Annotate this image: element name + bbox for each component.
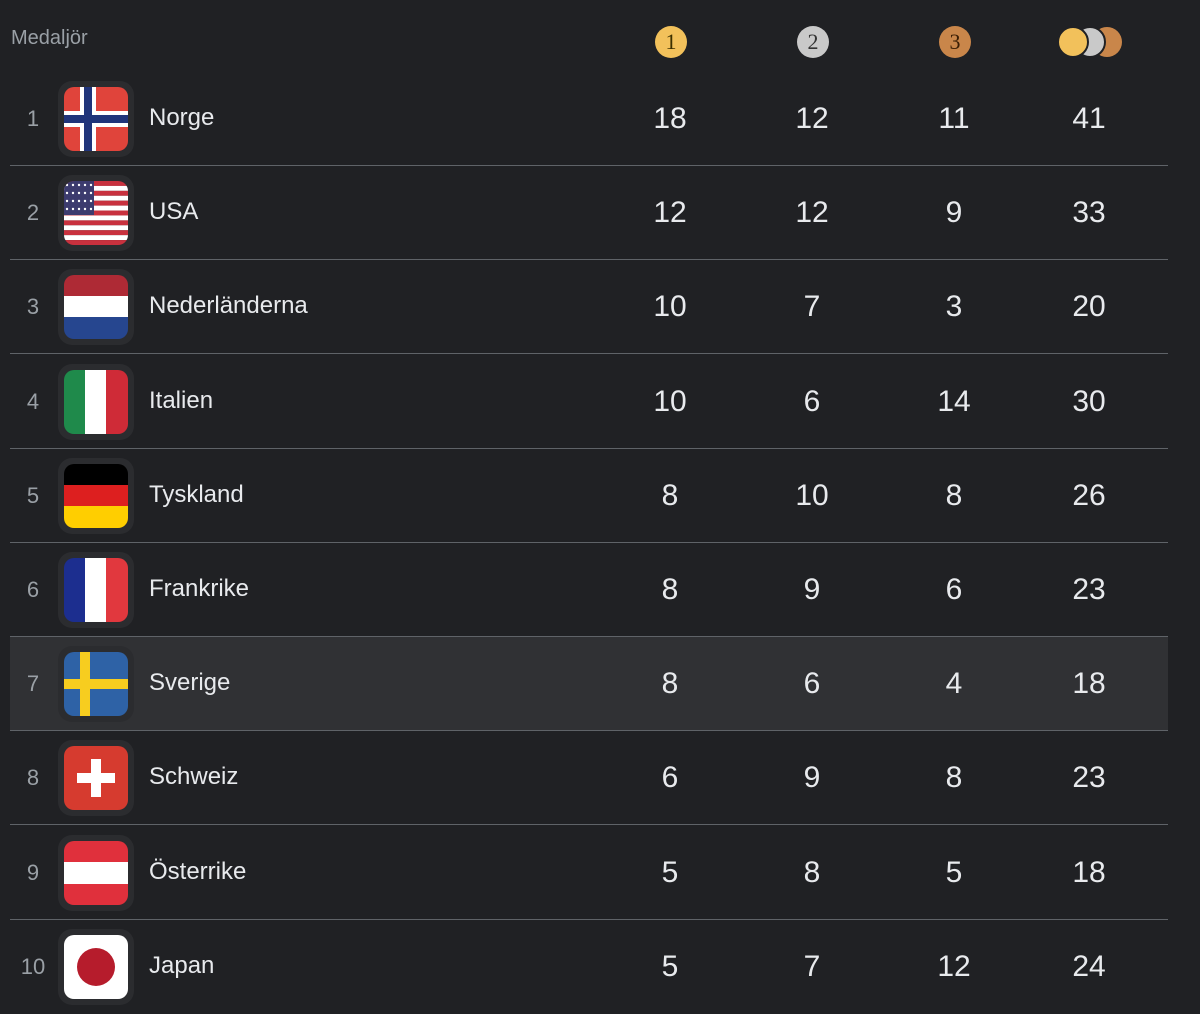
table-row: 9 Österrike 5 8 5 18	[10, 826, 1168, 920]
flag	[58, 175, 134, 252]
rank: 5	[26, 482, 40, 508]
gold-medal-icon: 1	[655, 26, 687, 58]
flag-image	[64, 652, 128, 717]
silver-count: 12	[795, 196, 829, 230]
silver-count: 6	[803, 667, 821, 701]
flag-image	[64, 840, 128, 905]
table-row: 6 Frankrike 8 9 6 23	[10, 543, 1168, 637]
flag-image	[64, 934, 128, 999]
medal-label: 2	[808, 29, 819, 54]
gold-count: 8	[661, 478, 679, 512]
table-row: 1 Norge 18 12 11 41	[10, 72, 1168, 166]
gold-count: 8	[661, 573, 679, 606]
bronze-count: 4	[945, 667, 963, 701]
table-row: 8 Schweiz 6 9 8 23	[10, 731, 1168, 826]
total-count: 23	[1072, 761, 1106, 795]
rank: 9	[26, 859, 40, 885]
silver-medal-icon: 2	[797, 26, 829, 58]
total-count: 26	[1072, 478, 1106, 512]
table-title: Medaljör	[11, 27, 88, 49]
flag-image	[64, 558, 128, 622]
bronze-medal-icon: 3	[939, 26, 971, 58]
bronze-count: 11	[938, 102, 970, 135]
rank: 2	[26, 200, 40, 226]
medal-label: 3	[950, 29, 961, 54]
bronze-count: 5	[945, 855, 963, 889]
country-name: USA	[149, 198, 199, 226]
flag	[58, 928, 134, 1005]
country-name: Norge	[149, 104, 215, 131]
bronze-count: 3	[945, 290, 963, 324]
flag	[58, 457, 134, 534]
silver-count: 7	[803, 949, 821, 983]
flag	[58, 740, 134, 817]
silver-count: 6	[803, 384, 821, 418]
gold-count: 10	[653, 384, 687, 418]
country-name: Nederländerna	[149, 292, 308, 320]
rank: 3	[26, 294, 40, 320]
country-name: Tyskland	[149, 480, 244, 508]
gold-count: 5	[661, 949, 679, 983]
flag-image	[64, 275, 128, 340]
total-count: 23	[1072, 573, 1106, 606]
rank: 10	[20, 953, 46, 979]
table-row: 2 USA 12 12 9 33	[10, 166, 1168, 261]
bronze-count: 12	[937, 949, 971, 983]
table-row: 3 Nederländerna 10 7 3 20	[10, 260, 1168, 355]
total-medal-icon	[1057, 26, 1122, 58]
table-row: 5 Tyskland 8 10 8 26	[10, 449, 1168, 543]
country-name: Japan	[149, 951, 215, 979]
silver-count: 8	[803, 855, 821, 889]
country-name: Sverige	[149, 669, 231, 697]
total-count: 33	[1072, 196, 1106, 230]
total-count: 24	[1072, 949, 1106, 983]
silver-count: 10	[795, 478, 829, 512]
total-count: 18	[1072, 855, 1106, 889]
rank: 6	[26, 577, 40, 602]
gold-count: 5	[661, 855, 679, 889]
flag	[58, 834, 134, 911]
gold-count: 18	[653, 102, 687, 135]
table-row: 10 Japan 5 7 12 24	[10, 920, 1168, 1014]
gold-count: 10	[653, 290, 687, 324]
table-row: 7 Sverige 8 6 4 18	[10, 637, 1168, 732]
medal-label: 1	[666, 29, 677, 54]
flag	[58, 552, 134, 628]
total-count: 20	[1072, 290, 1106, 324]
bronze-count: 6	[945, 573, 963, 606]
rank: 8	[26, 765, 40, 791]
gold-count: 12	[653, 196, 687, 230]
flag-image	[64, 369, 128, 434]
total-count: 30	[1072, 384, 1106, 418]
rank: 4	[26, 388, 40, 414]
rank: 1	[26, 106, 40, 131]
flag-image	[64, 87, 128, 151]
silver-count: 7	[803, 290, 821, 324]
total-count: 18	[1072, 667, 1106, 701]
country-name: Italien	[149, 386, 214, 414]
silver-count: 9	[803, 761, 821, 795]
rank: 7	[26, 671, 40, 697]
total-count: 41	[1072, 102, 1106, 135]
flag-image	[64, 463, 128, 528]
flag	[58, 81, 134, 157]
gold-count: 6	[661, 761, 679, 795]
silver-count: 9	[803, 573, 821, 606]
flag	[58, 269, 134, 346]
flag-image	[64, 746, 128, 811]
bronze-count: 8	[945, 761, 963, 795]
flag	[58, 646, 134, 723]
flag	[58, 363, 134, 440]
flag-image	[64, 181, 128, 246]
bronze-count: 9	[945, 196, 963, 230]
gold-count: 8	[661, 667, 679, 701]
table-row: 4 Italien 10 6 14 30	[10, 355, 1168, 449]
country-name: Österrike	[149, 857, 247, 885]
silver-count: 12	[795, 102, 829, 135]
bronze-count: 14	[937, 384, 971, 418]
bronze-count: 8	[945, 478, 963, 512]
country-name: Schweiz	[149, 763, 239, 791]
country-name: Frankrike	[149, 575, 250, 602]
